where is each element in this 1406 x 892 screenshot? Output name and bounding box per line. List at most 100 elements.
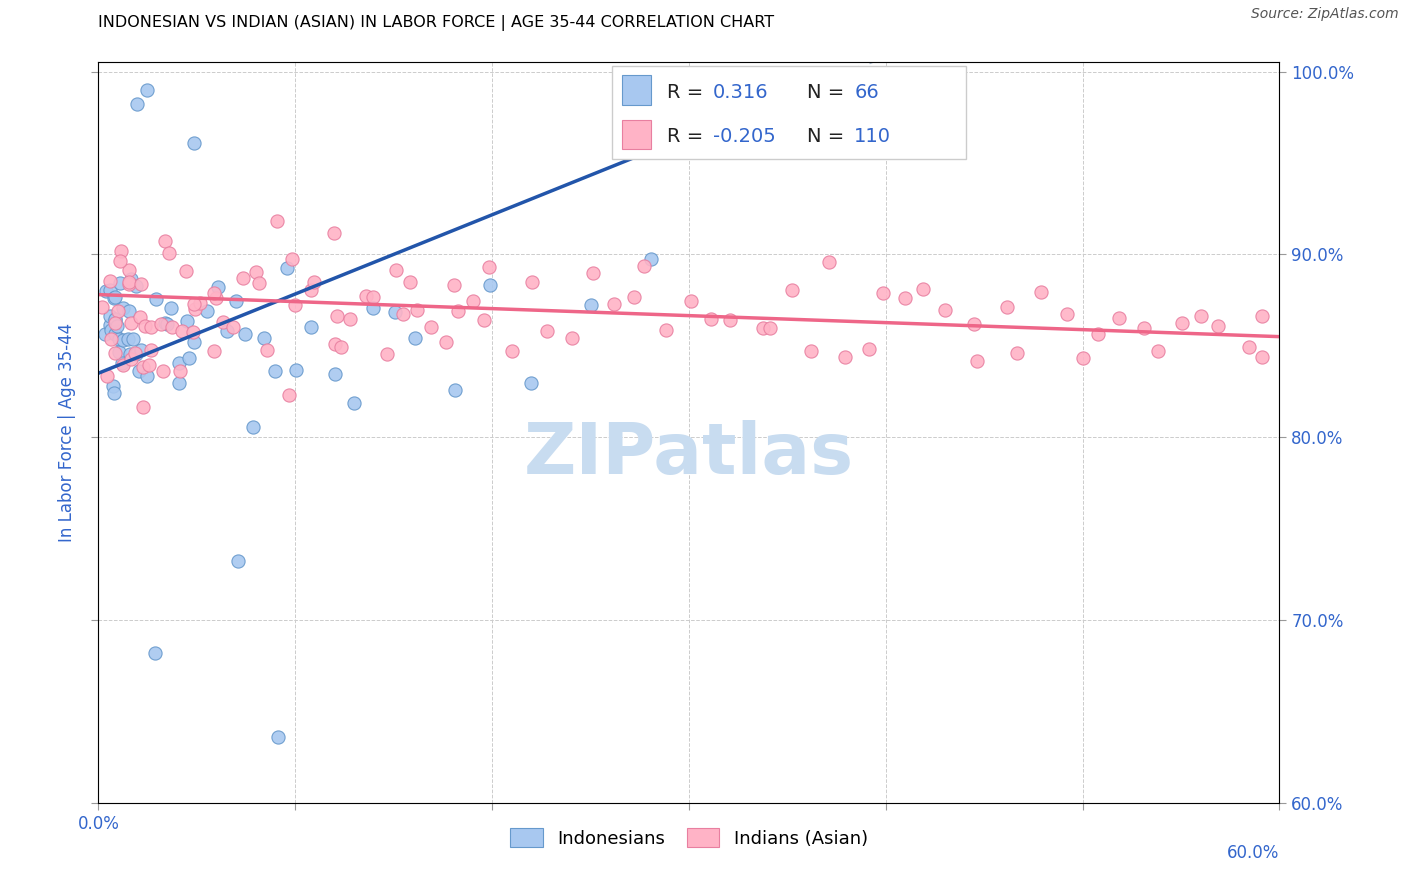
Point xyxy=(156,317,179,331)
Point xyxy=(177,351,200,365)
Point xyxy=(94,284,117,298)
Point xyxy=(536,324,558,338)
Point xyxy=(226,554,249,568)
Point xyxy=(752,321,775,335)
Point xyxy=(603,297,626,311)
Point xyxy=(108,345,131,359)
Point xyxy=(302,275,325,289)
Point xyxy=(98,318,121,332)
Point xyxy=(104,345,127,359)
Point xyxy=(266,213,288,227)
Point xyxy=(118,347,141,361)
Point xyxy=(447,304,470,318)
Point xyxy=(104,326,127,341)
Point xyxy=(342,395,364,409)
Point xyxy=(118,277,141,292)
Bar xyxy=(621,120,651,150)
Point xyxy=(129,277,152,291)
Point xyxy=(443,277,465,292)
Point xyxy=(111,359,134,373)
Point xyxy=(105,318,128,333)
Text: Source: ZipAtlas.com: Source: ZipAtlas.com xyxy=(1251,7,1399,21)
Point xyxy=(561,331,583,345)
Point xyxy=(167,376,190,391)
Point xyxy=(153,234,176,248)
Point xyxy=(404,331,426,345)
Point xyxy=(103,291,125,305)
Point xyxy=(392,307,415,321)
Point xyxy=(1251,310,1274,324)
Point xyxy=(242,420,264,434)
Text: ZIPatlas: ZIPatlas xyxy=(524,420,853,490)
Point xyxy=(247,277,270,291)
Point xyxy=(818,255,841,269)
Point xyxy=(267,730,290,744)
Point xyxy=(120,352,142,367)
Point xyxy=(1147,343,1170,358)
Point xyxy=(834,350,856,364)
Point xyxy=(472,313,495,327)
Point xyxy=(98,309,121,323)
Point xyxy=(406,303,429,318)
Point xyxy=(202,285,225,300)
Text: R =: R = xyxy=(666,127,703,146)
Point xyxy=(263,364,285,378)
Point xyxy=(129,343,152,357)
Point xyxy=(118,303,141,318)
Point xyxy=(934,303,956,318)
Point xyxy=(478,260,501,275)
Point xyxy=(132,360,155,375)
Point xyxy=(443,384,465,398)
Point xyxy=(98,274,121,288)
Point xyxy=(699,312,721,326)
Text: INDONESIAN VS INDIAN (ASIAN) IN LABOR FORCE | AGE 35-44 CORRELATION CHART: INDONESIAN VS INDIAN (ASIAN) IN LABOR FO… xyxy=(98,15,775,31)
Point xyxy=(176,313,198,327)
Point xyxy=(1031,285,1053,299)
Point xyxy=(1237,340,1260,354)
Point xyxy=(1071,351,1094,366)
Point xyxy=(256,343,278,357)
Point xyxy=(215,324,238,338)
Point xyxy=(134,318,156,333)
Point xyxy=(136,368,159,383)
Point xyxy=(1171,316,1194,330)
Point xyxy=(1005,346,1028,360)
Point xyxy=(202,343,225,358)
Point xyxy=(461,293,484,308)
Point xyxy=(759,321,782,335)
Point xyxy=(143,646,166,660)
Point xyxy=(125,97,148,112)
Point xyxy=(520,376,543,390)
Point xyxy=(138,358,160,372)
Point xyxy=(110,244,132,259)
Point xyxy=(118,263,141,277)
Point xyxy=(420,320,443,334)
Text: R =: R = xyxy=(666,83,703,102)
Point xyxy=(107,304,129,318)
FancyBboxPatch shape xyxy=(612,66,966,159)
Point xyxy=(100,323,122,337)
Point xyxy=(107,332,129,346)
Point xyxy=(893,291,915,305)
Point xyxy=(1108,310,1130,325)
Point xyxy=(145,293,167,307)
Point xyxy=(623,290,645,304)
Point xyxy=(183,136,205,150)
Point xyxy=(124,345,146,359)
Point xyxy=(157,245,180,260)
Point xyxy=(323,227,346,241)
Point xyxy=(375,347,398,361)
Point xyxy=(222,320,245,334)
Point xyxy=(103,385,125,400)
Point xyxy=(339,312,361,326)
Text: 66: 66 xyxy=(855,83,879,102)
Text: 110: 110 xyxy=(855,127,891,146)
Point xyxy=(118,275,141,289)
Point xyxy=(281,252,304,266)
Point xyxy=(103,379,125,393)
Point xyxy=(225,293,247,308)
Point xyxy=(111,356,134,370)
Point xyxy=(1189,309,1212,323)
Point xyxy=(479,278,502,293)
Point xyxy=(108,276,131,290)
